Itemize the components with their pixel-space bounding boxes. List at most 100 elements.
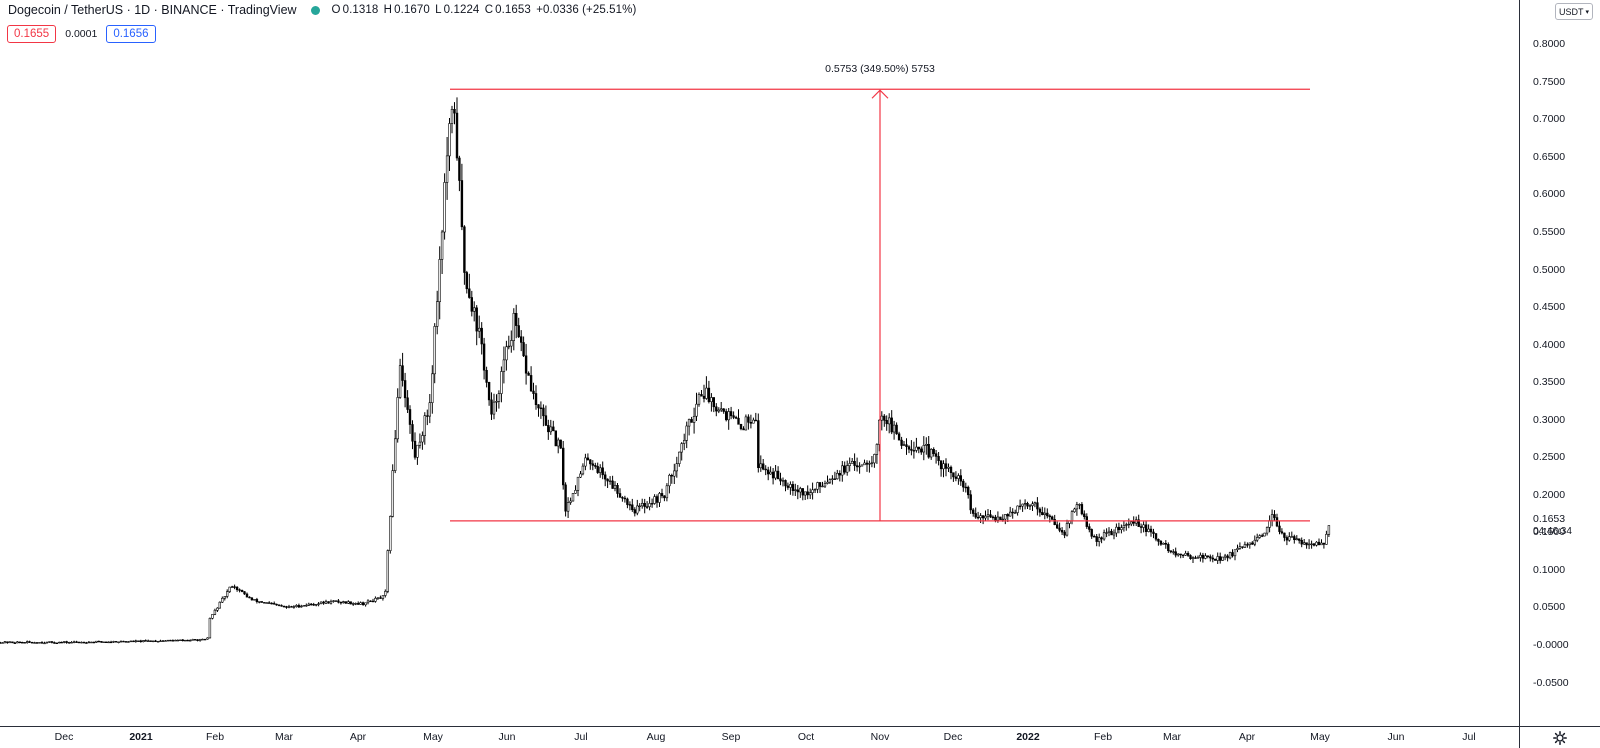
measurement-label: 0.5753 (349.50%) 5753 xyxy=(825,63,935,76)
sell-button[interactable]: 0.1655 xyxy=(7,25,57,43)
candle-body xyxy=(366,600,370,604)
candle-body xyxy=(156,640,160,643)
candle-body xyxy=(329,600,333,604)
candle-body xyxy=(505,346,508,361)
candle-body xyxy=(673,470,676,477)
candle-body xyxy=(482,343,486,371)
candle-body xyxy=(529,375,533,392)
candle-body xyxy=(1300,539,1303,545)
candle-body xyxy=(724,411,728,421)
candle-body xyxy=(270,602,273,605)
candle-body xyxy=(1275,517,1279,527)
candle-body xyxy=(890,417,893,433)
candle-body xyxy=(90,641,93,644)
price-tick-label: 0.4500 xyxy=(1533,301,1566,314)
candle-body xyxy=(361,602,365,605)
candle-body xyxy=(1095,536,1098,542)
symbol-title[interactable]: Dogecoin / TetherUS · 1D · BINANCE · Tra… xyxy=(8,3,297,17)
buy-button[interactable]: 0.1656 xyxy=(106,25,156,43)
candle-body xyxy=(828,479,832,483)
candle-body xyxy=(95,640,98,643)
candle-body xyxy=(821,485,824,488)
candle-body xyxy=(547,424,550,433)
bar-countdown-label: 04:46:34 xyxy=(1533,525,1572,537)
candle-body xyxy=(1199,554,1202,558)
candle-body xyxy=(302,604,305,607)
candle-body xyxy=(450,109,454,124)
price-chart[interactable] xyxy=(0,0,1519,726)
time-tick-label: Jun xyxy=(498,731,516,743)
candle-body xyxy=(312,604,315,606)
candle-body xyxy=(962,480,965,488)
chart-settings-button[interactable] xyxy=(1519,726,1600,748)
candle-body xyxy=(179,639,182,642)
last-price-label: 0.1653 xyxy=(1533,512,1566,525)
candle-body xyxy=(687,419,691,427)
currency-button[interactable]: USDT ▾ xyxy=(1555,3,1593,20)
candle-body xyxy=(727,411,730,421)
candle-body xyxy=(435,301,439,327)
candle-body xyxy=(463,226,466,273)
candle-body xyxy=(216,607,219,611)
candle-body xyxy=(707,387,711,403)
chevron-down-icon: ▾ xyxy=(1585,8,1589,16)
candle-body xyxy=(826,481,829,484)
candle-body xyxy=(132,640,135,643)
candle-body xyxy=(213,609,217,615)
candle-body xyxy=(287,606,291,608)
candle-body xyxy=(752,419,755,424)
candle-body xyxy=(354,603,357,605)
candle-body xyxy=(1132,521,1135,524)
candle-body xyxy=(964,486,968,489)
candle-body xyxy=(20,641,24,644)
candle-body xyxy=(507,345,510,348)
candle-body xyxy=(317,603,320,605)
candle-body xyxy=(245,593,249,598)
candle-body xyxy=(1263,532,1266,537)
candle-body xyxy=(1056,524,1059,529)
candle-body xyxy=(369,600,372,603)
candle-body xyxy=(497,393,501,402)
candle-body xyxy=(1268,520,1271,528)
close-value: 0.1653 xyxy=(495,4,531,16)
candle-body xyxy=(421,435,424,443)
close-label: C xyxy=(484,4,494,16)
chart-plot-area[interactable] xyxy=(0,0,1519,726)
candle-body xyxy=(737,417,740,425)
candle-body xyxy=(892,424,896,433)
price-range-measurement[interactable] xyxy=(450,88,1310,522)
candle-body xyxy=(527,372,530,376)
candle-body xyxy=(468,288,471,298)
candle-body xyxy=(838,472,842,476)
candle-body xyxy=(70,641,73,644)
candle-body xyxy=(8,641,12,644)
time-axis[interactable] xyxy=(0,726,1519,748)
candle-body xyxy=(561,447,565,486)
candle-body xyxy=(766,469,770,475)
candle-body xyxy=(937,456,940,461)
candle-body xyxy=(715,406,718,412)
candle-body xyxy=(495,400,498,403)
candle-body xyxy=(374,597,377,602)
candle-body xyxy=(97,640,101,643)
price-axis[interactable] xyxy=(1519,0,1600,726)
candle-body xyxy=(1063,531,1066,536)
candle-body xyxy=(45,641,49,644)
price-tick-label: 0.8000 xyxy=(1533,38,1566,51)
measure-arrow-icon[interactable] xyxy=(871,89,889,99)
candle-body xyxy=(292,606,296,608)
candle-body xyxy=(680,443,683,453)
candle-body xyxy=(154,640,157,643)
candle-body xyxy=(1157,538,1160,542)
candle-body xyxy=(1167,543,1170,551)
candle-body xyxy=(223,596,226,599)
time-tick-label: Apr xyxy=(349,731,367,743)
candle-body xyxy=(396,397,399,440)
candle-body xyxy=(1303,542,1306,545)
price-tick-label: -0.0500 xyxy=(1533,676,1569,689)
candle-body xyxy=(307,603,310,606)
candle-body xyxy=(1307,543,1311,546)
candle-body xyxy=(231,586,234,588)
price-tick-label: 0.2500 xyxy=(1533,451,1566,464)
candle-body xyxy=(295,605,298,607)
